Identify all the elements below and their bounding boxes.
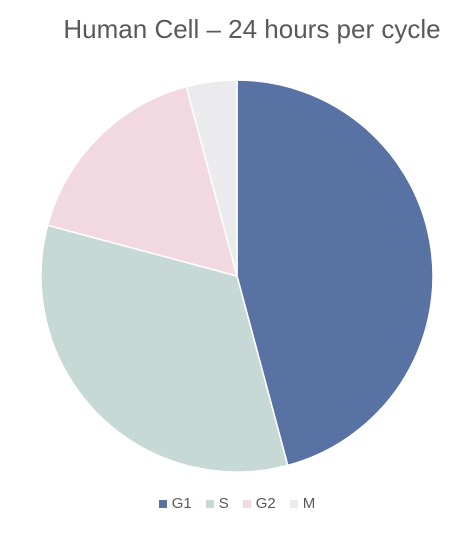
- legend-item-s: S: [205, 495, 229, 512]
- pie-slice-s: [40, 224, 289, 473]
- pie-slice-g1: [236, 79, 434, 467]
- legend-item-m: M: [289, 495, 316, 512]
- legend-label: G1: [171, 495, 192, 512]
- legend-label: M: [302, 495, 316, 512]
- legend-swatch: [158, 499, 167, 508]
- legend-swatch: [205, 499, 214, 508]
- legend: G1 S G2 M: [0, 495, 474, 512]
- legend-item-g2: G2: [242, 495, 276, 512]
- legend-swatch: [242, 499, 251, 508]
- legend-item-g1: G1: [158, 495, 192, 512]
- pie-slice-m: [185, 79, 238, 277]
- legend-label: S: [218, 495, 229, 512]
- legend-label: G2: [255, 495, 276, 512]
- pie-slice-g2: [46, 85, 239, 278]
- legend-swatch: [289, 499, 298, 508]
- chart-title: Human Cell – 24 hours per cycle: [63, 14, 441, 44]
